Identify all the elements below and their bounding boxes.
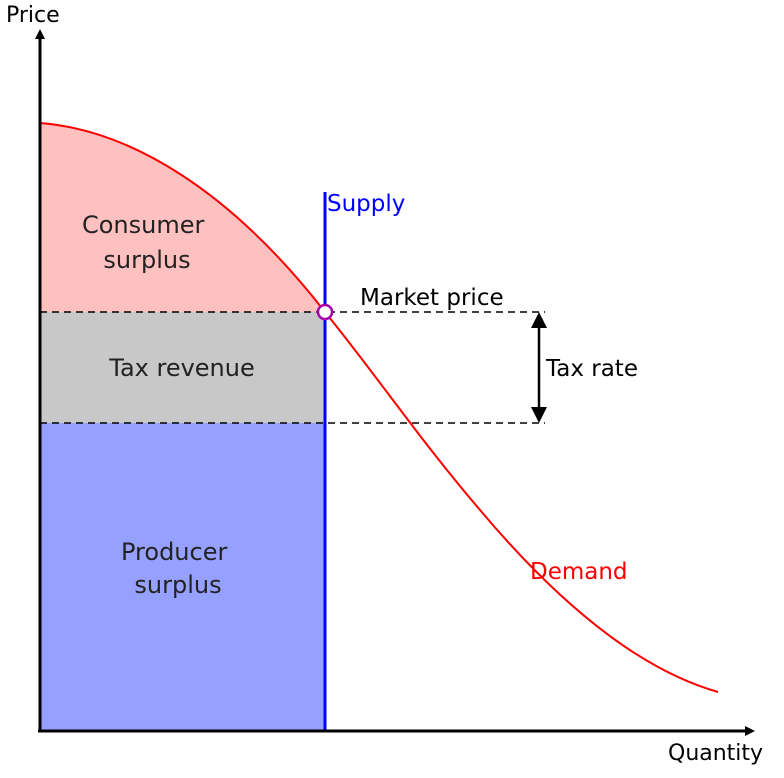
supply-label: Supply (327, 191, 405, 217)
tax-revenue-region (40, 312, 325, 423)
equilibrium-point (316, 303, 334, 321)
tax-rate-label: Tax rate (545, 356, 638, 382)
producer-surplus-region (40, 423, 325, 731)
tax-rate-arrowhead-down (531, 407, 547, 423)
x-axis-label: Quantity (668, 741, 763, 766)
consumer-surplus-label-line2: surplus (103, 246, 190, 274)
demand-label: Demand (530, 559, 628, 585)
market-price-label: Market price (360, 285, 504, 311)
tax-revenue-label: Tax revenue (108, 354, 255, 382)
producer-surplus-label-line1: Producer (121, 538, 227, 566)
consumer-surplus-region (40, 123, 325, 312)
tax-rate-arrowhead-up (531, 312, 547, 328)
consumer-surplus-label: Consumer surplus (82, 211, 212, 274)
y-axis-label: Price (6, 3, 60, 28)
producer-surplus-label-line2: surplus (134, 571, 221, 599)
producer-surplus-label: Producer surplus (121, 538, 235, 599)
demand-curve (39, 122, 719, 693)
consumer-surplus-label-line1: Consumer (82, 211, 205, 239)
